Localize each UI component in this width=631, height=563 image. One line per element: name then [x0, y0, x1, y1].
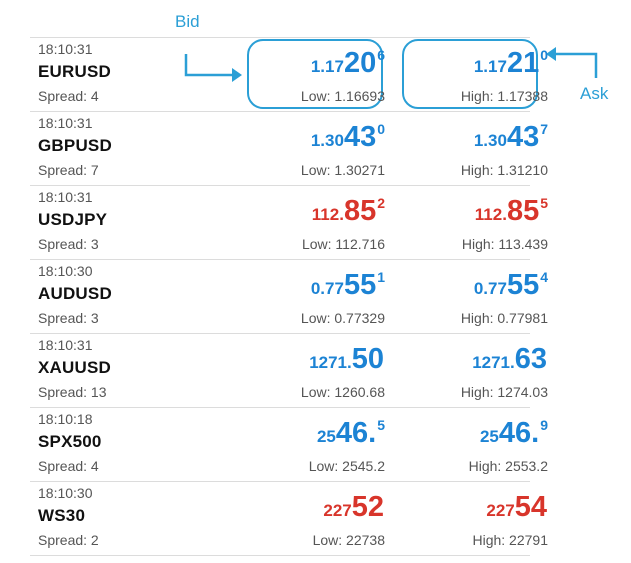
quote-symbol: GBPUSD	[38, 136, 112, 155]
quote-spread: Spread: 4	[38, 88, 99, 104]
high-value: High: 22791	[472, 532, 548, 548]
quote-spread: Spread: 2	[38, 532, 99, 548]
bid-price: 1.17206	[310, 47, 385, 79]
bid-price: 112.852	[311, 195, 385, 227]
low-value: Low: 2545.2	[308, 458, 385, 474]
ask-price: 1.17210	[473, 47, 548, 79]
quote-row-usdjpy[interactable]: 18:10:31 USDJPY Spread: 3 112.852 Low: 1…	[30, 185, 548, 259]
low-value: Low: 1260.68	[300, 384, 385, 400]
ask-arrow-icon	[546, 47, 598, 78]
quote-time: 18:10:31	[38, 115, 93, 131]
quote-row-eurusd[interactable]: 18:10:31 EURUSD Spread: 4 1.17206 Low: 1…	[30, 37, 548, 111]
quote-time: 18:10:30	[38, 485, 93, 501]
bid-price: 2546.5	[316, 417, 385, 449]
quote-symbol: WS30	[38, 506, 86, 525]
bid-price: 0.77551	[310, 269, 385, 301]
ask-price: 1.30437	[473, 121, 548, 153]
bid-highlight-box	[247, 39, 383, 109]
quote-row-ws30[interactable]: 18:10:30 WS30 Spread: 2 22752 Low: 22738…	[30, 481, 548, 556]
bid-arrow-icon	[184, 54, 242, 82]
quote-symbol: SPX500	[38, 432, 102, 451]
quote-spread: Spread: 7	[38, 162, 99, 178]
ask-price: 112.855	[474, 195, 548, 227]
high-value: High: 2553.2	[468, 458, 548, 474]
high-value: High: 1.17388	[460, 88, 548, 104]
quote-symbol: USDJPY	[38, 210, 108, 229]
low-value: Low: 112.716	[301, 236, 385, 252]
quote-row-gbpusd[interactable]: 18:10:31 GBPUSD Spread: 7 1.30430 Low: 1…	[30, 111, 548, 185]
bid-price: 22752	[323, 491, 384, 523]
high-value: High: 113.439	[461, 236, 548, 252]
quote-time: 18:10:18	[38, 411, 93, 427]
quotes-list: 18:10:31 EURUSD Spread: 4 1.17206 Low: 1…	[30, 37, 548, 556]
quote-symbol: XAUUSD	[38, 358, 111, 377]
quote-spread: Spread: 3	[38, 310, 99, 326]
quote-spread: Spread: 4	[38, 458, 99, 474]
bid-price: 1271.50	[309, 343, 384, 375]
quote-time: 18:10:31	[38, 337, 93, 353]
quote-row-xauusd[interactable]: 18:10:31 XAUUSD Spread: 13 1271.50 Low: …	[30, 333, 548, 407]
low-value: Low: 0.77329	[300, 310, 385, 326]
ask-price: 22754	[486, 491, 547, 523]
quote-row-audusd[interactable]: 18:10:30 AUDUSD Spread: 3 0.77551 Low: 0…	[30, 259, 548, 333]
quote-row-spx500[interactable]: 18:10:18 SPX500 Spread: 4 2546.5 Low: 25…	[30, 407, 548, 481]
bid-annotation-label: Bid	[175, 12, 200, 31]
quote-symbol: EURUSD	[38, 62, 111, 81]
ask-annotation-label: Ask	[580, 84, 609, 103]
ask-price: 0.77554	[473, 269, 548, 301]
low-value: Low: 1.16693	[300, 88, 385, 104]
quote-time: 18:10:31	[38, 41, 93, 57]
quote-time: 18:10:30	[38, 263, 93, 279]
quote-spread: Spread: 3	[38, 236, 99, 252]
ask-price: 1271.63	[472, 343, 547, 375]
quote-symbol: AUDUSD	[38, 284, 112, 303]
quote-time: 18:10:31	[38, 189, 93, 205]
high-value: High: 1274.03	[460, 384, 548, 400]
ask-highlight-box	[402, 39, 538, 109]
ask-price: 2546.9	[479, 417, 548, 449]
bid-price: 1.30430	[310, 121, 385, 153]
high-value: High: 1.31210	[460, 162, 548, 178]
high-value: High: 0.77981	[460, 310, 548, 326]
low-value: Low: 1.30271	[300, 162, 385, 178]
low-value: Low: 22738	[312, 532, 385, 548]
quote-spread: Spread: 13	[38, 384, 107, 400]
